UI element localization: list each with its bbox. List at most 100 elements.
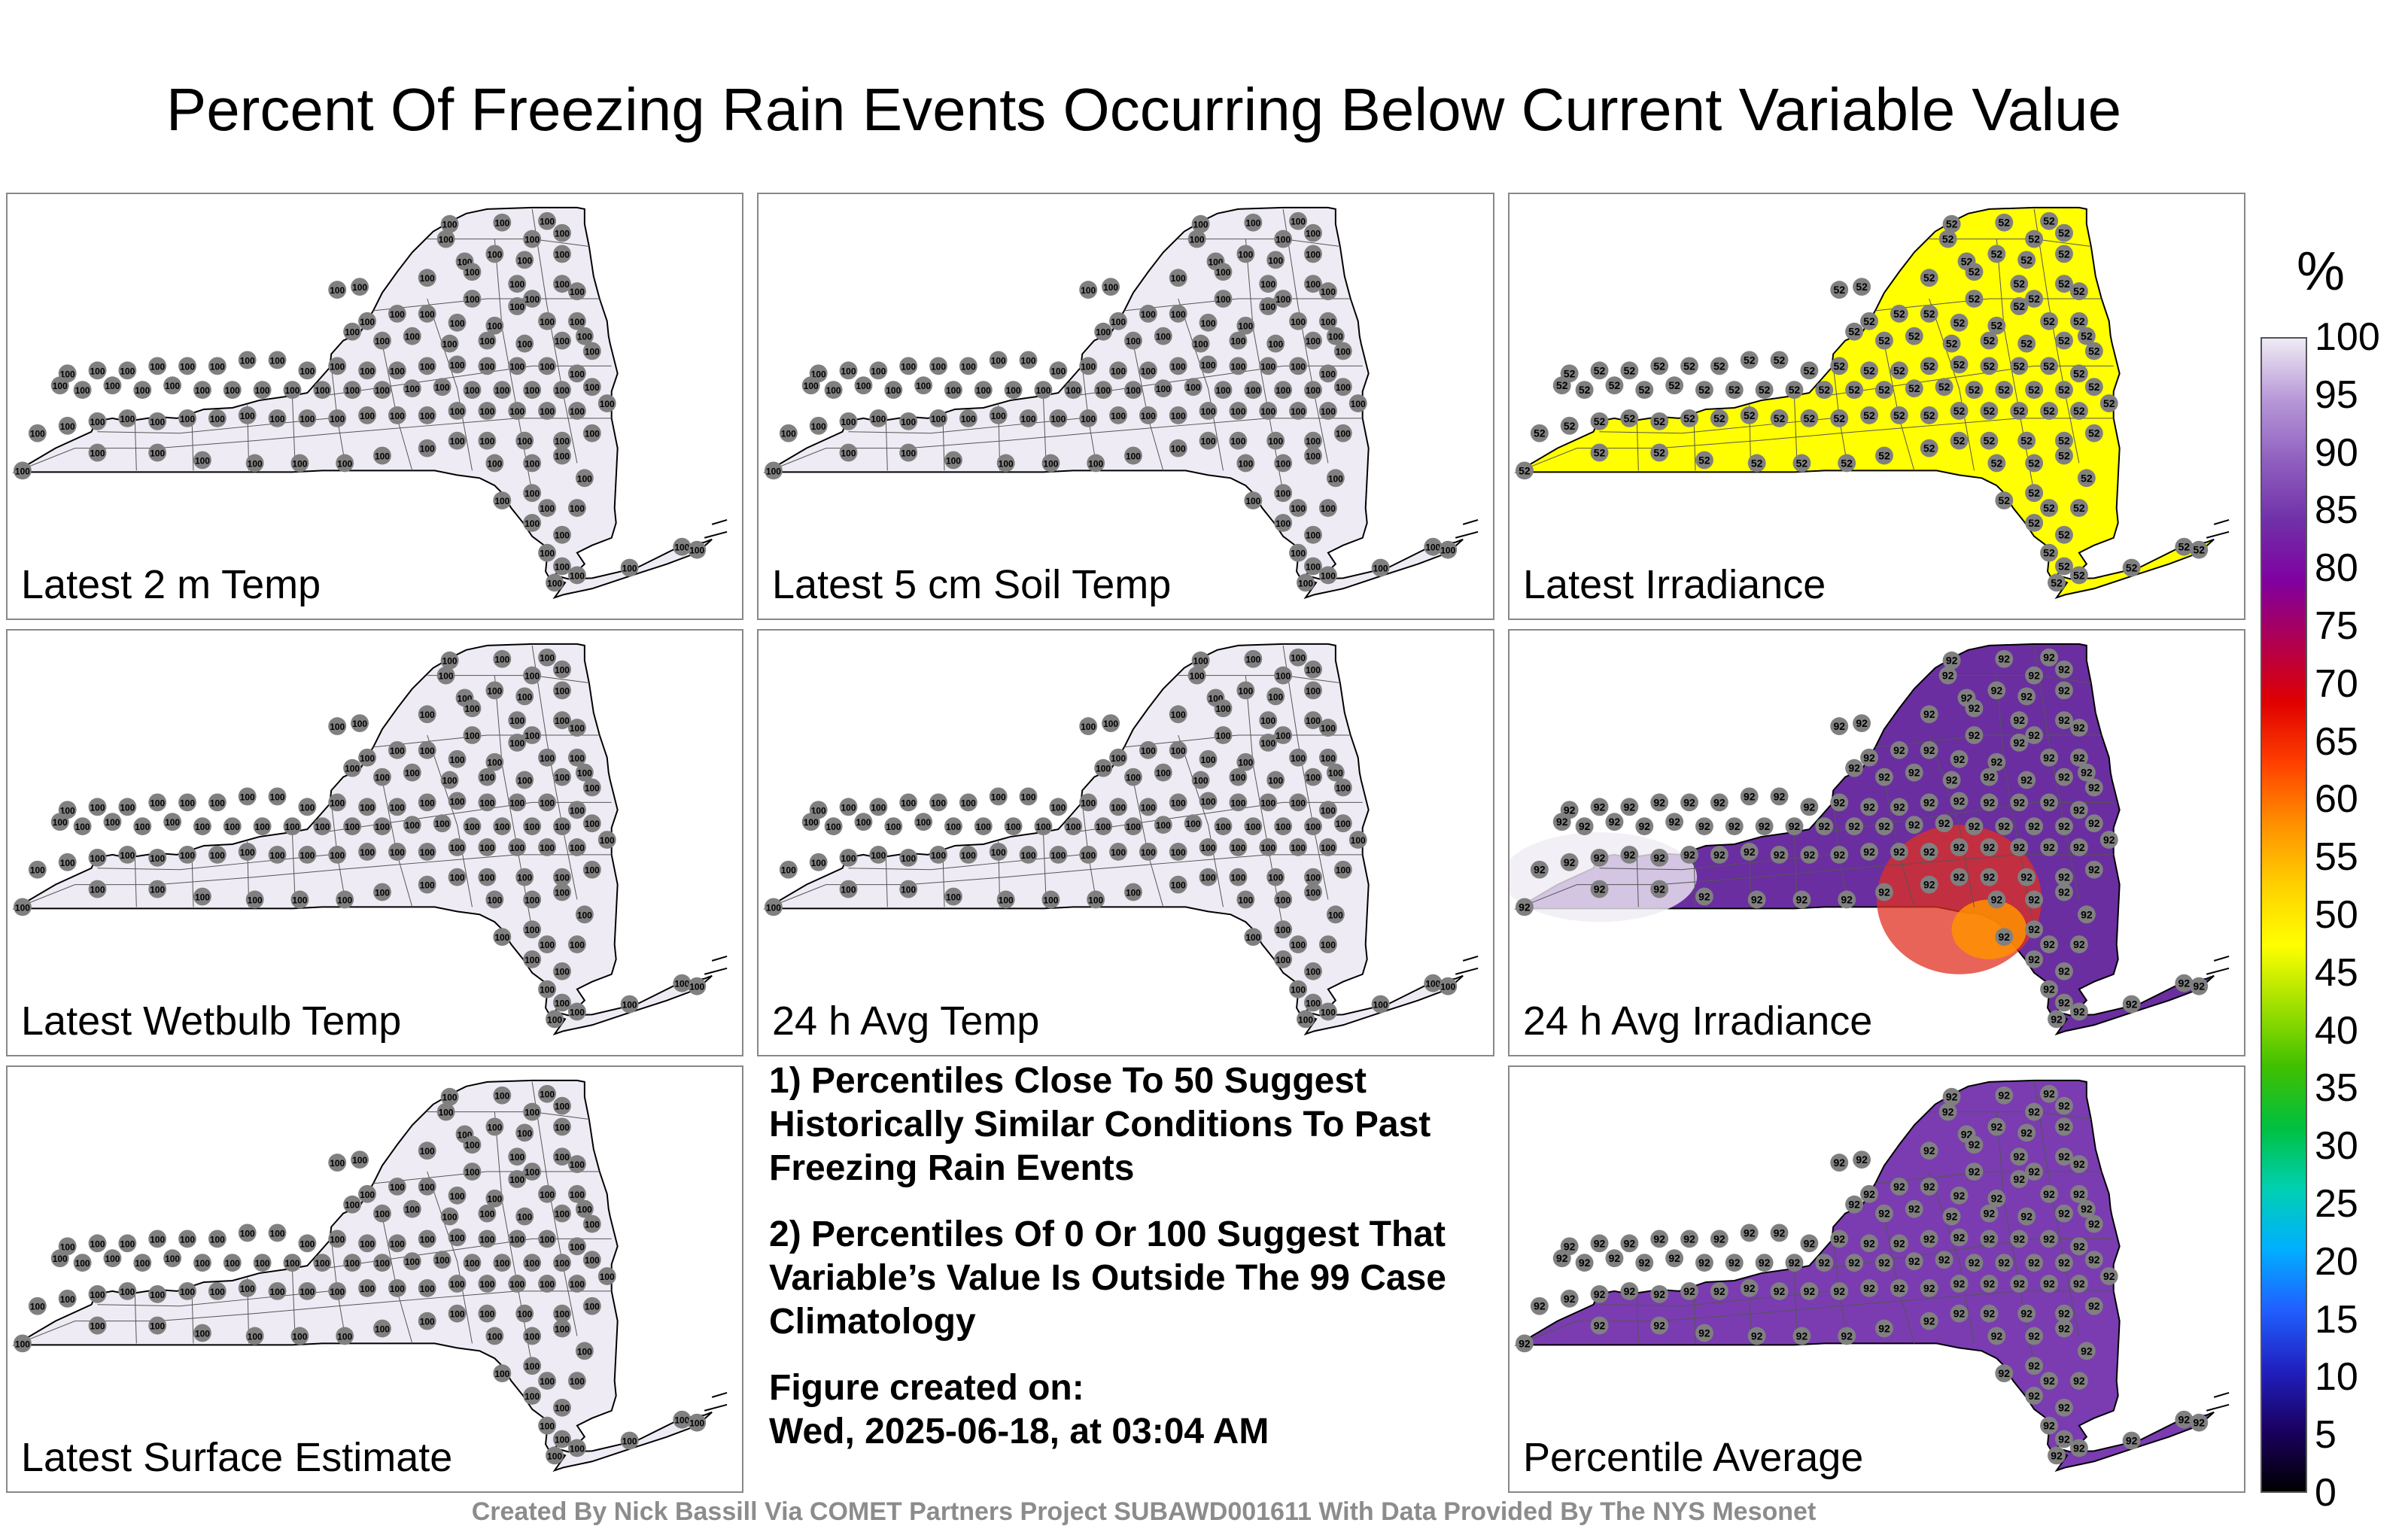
station-value-label: 100: [901, 885, 916, 895]
station-value-label: 100: [352, 719, 367, 729]
station-marker: [1590, 361, 1609, 380]
station-marker: [1094, 758, 1113, 777]
station-marker: [1274, 381, 1293, 400]
station-marker: [463, 1163, 482, 1181]
station-marker: [2025, 920, 2044, 939]
station-marker: [1318, 935, 1337, 953]
station-marker: [1244, 817, 1263, 836]
station-value-label: 100: [465, 1140, 480, 1150]
station-value-label: 100: [555, 229, 570, 239]
station-marker: [1333, 424, 1352, 442]
station-marker: [313, 381, 332, 400]
station-marker: [1289, 312, 1308, 330]
station-value-label: 52: [1923, 360, 1935, 372]
station-marker: [575, 905, 594, 924]
station-marker: [2190, 977, 2209, 995]
county-boundary: [1636, 1292, 1639, 1344]
station-marker: [1169, 357, 1187, 375]
station-marker: [1830, 409, 1849, 427]
station-value-label: 52: [2013, 278, 2025, 290]
station-value-label: 100: [509, 1152, 524, 1163]
station-value-label: 100: [1096, 327, 1111, 338]
station-value-label: 52: [2058, 435, 2070, 447]
station-marker: [553, 223, 571, 242]
station-value-label: 92: [1751, 1330, 1763, 1342]
station-marker: [478, 1204, 497, 1223]
station-marker: [1333, 378, 1352, 397]
station-value-label: 92: [1698, 1257, 1710, 1269]
station-marker: [1124, 768, 1142, 786]
station-marker: [1920, 439, 1938, 457]
station-value-label: 100: [524, 1167, 540, 1178]
station-value-label: 92: [1534, 1300, 1546, 1312]
station-marker: [245, 890, 264, 909]
station-value-label: 100: [570, 287, 585, 297]
station-value-label: 92: [1841, 1330, 1853, 1342]
station-value-label: 100: [360, 366, 375, 376]
station-value-label: 92: [2043, 1420, 2055, 1432]
station-value-label: 100: [465, 731, 480, 741]
station-value-label: 52: [1969, 266, 1981, 278]
station-value-label: 100: [540, 1090, 555, 1100]
map-panel-latest-wetbulb-temp: 100 100 100 100 100 100 100 100 100 100 100 100 100 1…: [6, 629, 743, 1056]
station-value-label: 100: [330, 1234, 345, 1245]
station-marker: [523, 726, 542, 744]
station-value-label: 100: [150, 1290, 165, 1300]
station-marker: [1995, 649, 2014, 668]
station-value-label: 100: [585, 347, 600, 357]
station-value-label: 100: [487, 1331, 502, 1342]
station-value-label: 92: [2058, 1100, 2070, 1112]
station-marker: [1333, 342, 1352, 360]
station-value-label: 92: [1609, 816, 1621, 828]
station-marker: [1830, 1154, 1849, 1172]
station-marker: [2055, 525, 2073, 544]
station-value-label: 92: [1728, 820, 1741, 832]
station-marker: [1229, 868, 1248, 886]
station-marker: [1139, 304, 1157, 323]
station-value-label: 92: [1848, 762, 1860, 774]
station-value-label: 100: [1328, 332, 1343, 342]
station-marker: [1905, 379, 1923, 398]
station-value-label: 100: [1291, 361, 1306, 372]
station-marker: [1214, 263, 1233, 281]
station-marker: [1515, 461, 1534, 480]
station-marker: [336, 1327, 354, 1345]
station-marker: [1665, 1249, 1684, 1268]
station-value-label: 100: [1425, 543, 1440, 553]
station-marker: [1830, 717, 1849, 736]
station-value-label: 52: [1624, 412, 1636, 424]
station-value-label: 100: [120, 414, 135, 424]
station-value-label: 92: [2043, 796, 2055, 808]
station-marker: [1289, 935, 1308, 953]
station-marker: [418, 793, 436, 812]
station-marker: [253, 1254, 272, 1272]
station-value-label: 100: [1096, 822, 1111, 832]
station-marker: [478, 1230, 497, 1248]
station-value-label: 100: [195, 822, 210, 832]
station-marker: [1890, 1279, 1908, 1297]
station-value-label: 100: [494, 385, 509, 396]
station-value-label: 100: [555, 1152, 570, 1163]
station-marker: [1333, 814, 1352, 833]
station-marker: [523, 229, 542, 248]
station-marker: [2055, 660, 2073, 679]
station-value-label: 52: [2073, 367, 2085, 379]
station-value-label: 100: [1193, 656, 1209, 667]
station-value-label: 100: [509, 716, 524, 726]
station-marker: [824, 381, 843, 400]
station-value-label: 100: [90, 885, 105, 895]
station-marker: [238, 1279, 257, 1297]
station-marker: [403, 1199, 421, 1218]
station-value-label: 92: [1594, 883, 1606, 895]
station-value-label: 100: [540, 217, 555, 227]
station-value-label: 100: [345, 764, 360, 774]
station-value-label: 100: [345, 822, 360, 832]
station-marker: [1304, 557, 1322, 576]
note-2: 2) Percentiles Of 0 Or 100 Suggest That …: [769, 1214, 1446, 1342]
station-value-label: 100: [1216, 294, 1231, 305]
station-value-label: 52: [2058, 227, 2070, 239]
station-value-label: 100: [585, 819, 600, 829]
station-marker: [2084, 378, 2103, 397]
station-marker: [2010, 711, 2029, 730]
